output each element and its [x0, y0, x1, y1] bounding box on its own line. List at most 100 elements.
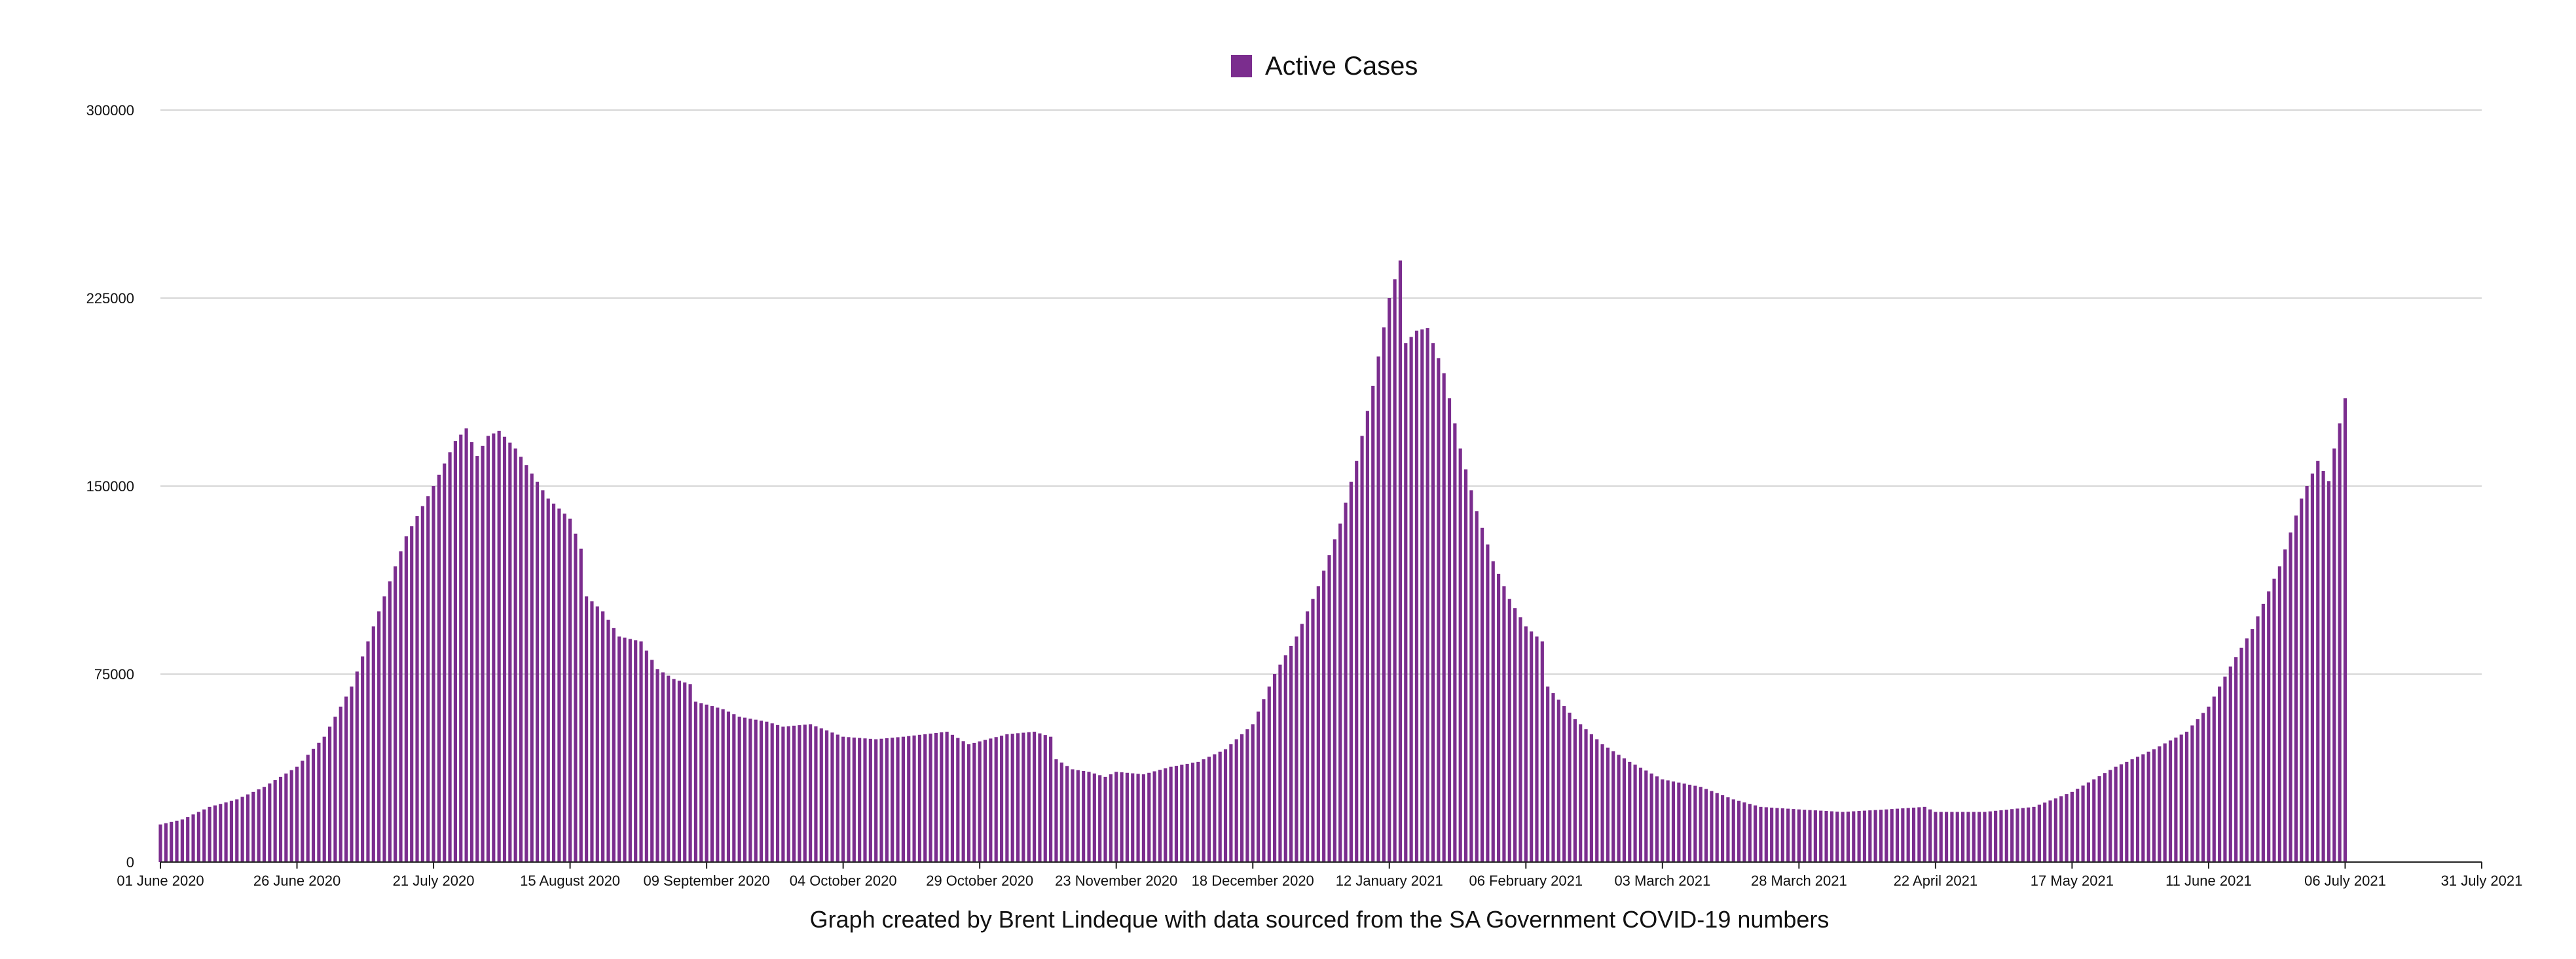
bar — [2168, 740, 2173, 862]
bar — [475, 456, 479, 862]
bar — [1699, 787, 1702, 862]
bar — [541, 490, 545, 862]
bar — [492, 433, 496, 862]
legend[interactable]: Active Cases — [1231, 52, 1418, 81]
bar — [1376, 356, 1380, 862]
bar — [1152, 771, 1156, 862]
bar — [1005, 734, 1009, 862]
bar — [2272, 578, 2276, 862]
bar — [2037, 804, 2041, 862]
bar — [1480, 527, 1484, 862]
bar — [1535, 636, 1539, 862]
bar — [1546, 686, 1550, 862]
bar — [601, 611, 605, 862]
bar — [1693, 785, 1697, 862]
bar — [726, 711, 731, 862]
bar — [519, 457, 523, 862]
bar — [1792, 809, 1795, 862]
bar — [1797, 809, 1801, 862]
bar — [885, 738, 889, 862]
bar — [1655, 776, 1659, 862]
bar — [612, 628, 616, 862]
bar — [1764, 807, 1768, 862]
x-tick-label: 11 June 2021 — [2165, 873, 2252, 889]
bar — [1786, 808, 1790, 862]
bar — [1737, 800, 1741, 862]
bar — [2130, 759, 2134, 862]
bar — [339, 706, 342, 862]
bar — [2015, 808, 2019, 862]
bar — [366, 641, 370, 862]
bar — [2184, 732, 2189, 862]
bar — [2146, 751, 2150, 862]
bar — [257, 789, 261, 862]
bar — [2043, 802, 2047, 862]
bar — [2251, 629, 2254, 862]
bar — [754, 719, 758, 862]
bar — [486, 436, 490, 862]
bar — [1775, 808, 1779, 862]
bar — [1890, 809, 1894, 862]
bar — [1868, 810, 1872, 862]
bar — [825, 730, 829, 862]
bar — [1677, 782, 1681, 862]
bar — [394, 566, 397, 862]
bar — [814, 726, 818, 862]
bar — [1218, 751, 1222, 862]
x-tick-label: 06 February 2021 — [1469, 873, 1583, 889]
bar — [2277, 566, 2281, 862]
bar — [1611, 751, 1615, 862]
bar — [2310, 473, 2315, 862]
bar — [1748, 804, 1752, 862]
bar — [1638, 767, 1643, 862]
bar — [667, 675, 671, 862]
bar — [1682, 783, 1686, 862]
bar — [1114, 772, 1118, 862]
y-tick-label: 300000 — [86, 102, 134, 119]
bar — [1141, 774, 1145, 862]
bar — [2305, 486, 2309, 862]
bar — [295, 766, 299, 862]
bar — [2234, 657, 2238, 862]
bar — [732, 714, 736, 862]
bar — [972, 742, 976, 862]
bar — [388, 581, 392, 862]
bar — [273, 780, 277, 862]
bar — [1846, 811, 1850, 862]
x-tick-label: 17 May 2021 — [2031, 873, 2114, 889]
bar — [650, 660, 654, 862]
bar — [1983, 812, 1987, 862]
bar — [672, 679, 676, 862]
bar — [191, 814, 195, 862]
bar — [1944, 812, 1949, 862]
bar — [2316, 461, 2320, 862]
bar — [1202, 759, 1205, 862]
bar — [180, 819, 184, 862]
bar — [251, 791, 255, 862]
bar — [1016, 733, 1020, 862]
bar — [1289, 645, 1293, 862]
bar — [798, 725, 801, 862]
bar — [1731, 799, 1735, 862]
bar — [2327, 481, 2331, 862]
y-tick-label: 150000 — [86, 478, 134, 495]
bar — [1966, 812, 1970, 862]
bar — [1704, 789, 1708, 862]
bar — [1388, 298, 1391, 862]
bar — [2228, 666, 2232, 862]
bar — [1857, 811, 1861, 862]
bar — [175, 820, 179, 862]
bar — [1229, 744, 1233, 862]
bar — [1109, 774, 1113, 862]
bar — [874, 739, 878, 862]
bar — [1710, 791, 1714, 862]
bar — [497, 430, 501, 862]
bar — [978, 741, 982, 862]
bar — [2004, 810, 2008, 862]
bar — [1131, 773, 1135, 862]
bar — [1486, 544, 1490, 862]
bar — [1442, 373, 1446, 862]
bar — [1518, 617, 1522, 862]
bar — [2108, 770, 2112, 862]
bar — [284, 773, 288, 862]
